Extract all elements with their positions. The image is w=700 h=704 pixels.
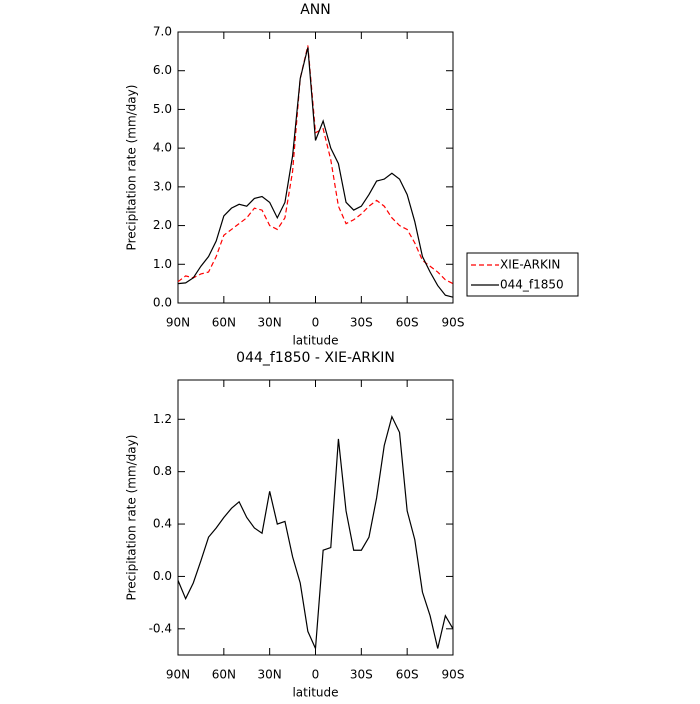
x-tick-label: 0: [312, 316, 320, 330]
x-tick-label: 90S: [442, 316, 465, 330]
y-axis-label: Precipitation rate (mm/day): [125, 85, 139, 251]
chart-title: ANN: [300, 2, 331, 18]
data-line: [177, 45, 454, 285]
y-tick-label: 1.0: [153, 257, 172, 271]
y-axis-label: Precipitation rate (mm/day): [125, 435, 139, 601]
plot-frame: [177, 379, 454, 656]
y-tick-label: 4.0: [153, 141, 172, 155]
y-tick-label: 5.0: [153, 102, 172, 116]
plot-frame: [177, 31, 454, 304]
y-tick-label: 7.0: [153, 25, 172, 39]
x-tick-label: 30S: [350, 316, 373, 330]
x-tick-label: 0: [312, 668, 320, 682]
x-tick-label: 30N: [258, 668, 282, 682]
legend-label: XIE-ARKIN: [500, 258, 560, 272]
x-tick-label: 60N: [212, 316, 236, 330]
x-axis-label: latitude: [292, 686, 338, 700]
x-tick-label: 60S: [396, 316, 419, 330]
y-tick-label: 0.0: [153, 296, 172, 310]
x-tick-label: 60N: [212, 668, 236, 682]
data-line: [177, 414, 454, 649]
x-tick-label: 90N: [166, 668, 190, 682]
y-tick-label: 6.0: [153, 63, 172, 77]
y-tick-label: 0.4: [153, 517, 172, 531]
y-tick-label: 2.0: [153, 218, 172, 232]
chart-title: 044_f1850 - XIE-ARKIN: [236, 350, 395, 366]
y-tick-label: 0.8: [153, 464, 172, 478]
y-tick-label: -0.4: [149, 621, 172, 635]
y-tick-label: 3.0: [153, 179, 172, 193]
x-tick-label: 30N: [258, 316, 282, 330]
x-tick-label: 90N: [166, 316, 190, 330]
x-tick-label: 60S: [396, 668, 419, 682]
y-tick-label: 0.0: [153, 569, 172, 583]
x-tick-label: 30S: [350, 668, 373, 682]
data-line: [177, 47, 454, 298]
x-axis-label: latitude: [292, 334, 338, 348]
x-tick-label: 90S: [442, 668, 465, 682]
y-tick-label: 1.2: [153, 412, 172, 426]
legend-label: 044_f1850: [500, 278, 564, 292]
legend-box: [466, 252, 579, 297]
